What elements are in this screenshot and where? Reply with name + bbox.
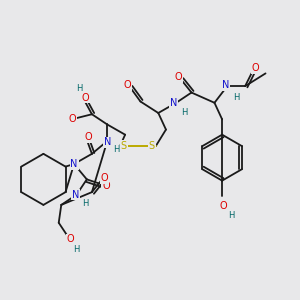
Text: H: H xyxy=(74,245,80,254)
Text: O: O xyxy=(251,63,259,73)
Text: H: H xyxy=(82,199,89,208)
Text: N: N xyxy=(70,159,78,169)
Text: O: O xyxy=(82,93,89,103)
Text: H: H xyxy=(228,211,234,220)
Text: S: S xyxy=(149,141,155,151)
Text: N: N xyxy=(222,80,230,90)
Text: O: O xyxy=(84,132,92,142)
Text: O: O xyxy=(220,201,227,211)
Text: H: H xyxy=(113,146,119,154)
Text: N: N xyxy=(103,137,111,147)
Text: H: H xyxy=(76,84,82,93)
Text: O: O xyxy=(124,80,131,90)
Text: H: H xyxy=(181,109,187,118)
Text: O: O xyxy=(101,173,109,183)
Text: O: O xyxy=(175,72,182,82)
Text: H: H xyxy=(233,93,239,102)
Text: O: O xyxy=(102,181,110,191)
Text: O: O xyxy=(66,234,74,244)
Text: N: N xyxy=(170,98,177,108)
Text: S: S xyxy=(121,141,127,151)
Text: N: N xyxy=(72,190,79,200)
Text: O: O xyxy=(69,114,76,124)
